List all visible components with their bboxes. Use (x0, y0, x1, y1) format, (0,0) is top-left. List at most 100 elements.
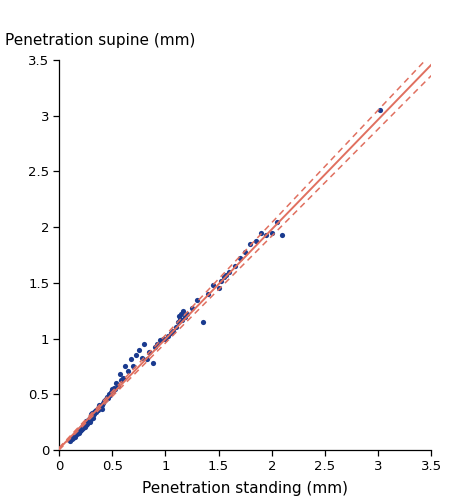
Point (124, 367, 132, 375)
Point (98, 405, 105, 413)
Point (114, 382, 121, 390)
Point (164, 332, 171, 340)
Point (377, 106, 384, 114)
Point (143, 354, 151, 362)
Point (121, 362, 128, 370)
Point (112, 384, 119, 392)
Point (82, 417, 89, 425)
Point (160, 334, 167, 342)
Point (87, 412, 94, 420)
Point (84, 418, 91, 426)
Point (177, 314, 184, 322)
Point (231, 262, 238, 270)
Point (105, 390, 113, 398)
X-axis label: Penetration standing (mm): Penetration standing (mm) (142, 481, 348, 496)
Point (69, 434, 76, 442)
Point (263, 231, 270, 239)
Point (82, 420, 89, 428)
Point (102, 394, 109, 402)
Point (169, 327, 177, 335)
Point (87, 415, 94, 423)
Point (178, 310, 185, 318)
Point (188, 304, 196, 312)
Point (87, 410, 94, 418)
Point (84, 416, 91, 424)
Point (74, 428, 81, 436)
Point (101, 396, 109, 404)
Point (247, 240, 254, 248)
Point (81, 420, 88, 428)
Point (77, 425, 84, 433)
Point (89, 414, 97, 422)
Point (153, 340, 161, 348)
Point (95, 406, 102, 414)
Point (194, 296, 201, 304)
Text: Penetration supine (mm): Penetration supine (mm) (5, 32, 195, 48)
Point (94, 406, 101, 414)
Point (86, 418, 94, 426)
Point (138, 354, 146, 362)
Point (109, 384, 116, 392)
Point (89, 412, 96, 420)
Point (130, 362, 137, 370)
Point (174, 318, 182, 326)
Point (236, 254, 243, 262)
Point (97, 402, 104, 410)
Point (76, 430, 83, 438)
Point (108, 388, 115, 396)
Point (113, 379, 120, 387)
Point (119, 374, 127, 382)
Point (128, 354, 135, 362)
Point (85, 415, 93, 423)
Point (252, 236, 259, 244)
Point (103, 392, 110, 400)
Point (78, 424, 85, 432)
Point (70, 432, 78, 440)
Point (89, 412, 97, 420)
Point (257, 228, 265, 236)
Point (96, 404, 103, 411)
Point (74, 430, 81, 438)
Point (71, 432, 79, 440)
Point (86, 415, 94, 423)
Point (95, 404, 102, 411)
Point (89, 409, 96, 417)
Point (176, 312, 183, 320)
Point (66, 437, 73, 445)
Point (140, 340, 148, 348)
Point (167, 329, 174, 337)
Point (117, 376, 124, 384)
Point (179, 316, 186, 324)
Point (215, 284, 222, 292)
Point (71, 430, 79, 438)
Point (151, 344, 158, 351)
Point (132, 352, 139, 360)
Point (74, 428, 82, 436)
Point (268, 228, 276, 236)
Point (222, 271, 230, 279)
Point (93, 408, 100, 416)
Point (80, 424, 87, 432)
Point (90, 410, 98, 418)
Point (78, 426, 85, 434)
Point (210, 281, 217, 289)
Point (104, 394, 112, 402)
Point (80, 422, 87, 430)
Point (135, 346, 143, 354)
Point (72, 430, 79, 438)
Point (93, 406, 100, 414)
Point (242, 248, 249, 256)
Point (96, 402, 103, 409)
Point (79, 422, 86, 430)
Point (162, 334, 169, 342)
Point (99, 399, 106, 407)
Point (220, 274, 227, 281)
Point (92, 407, 99, 415)
Point (273, 218, 281, 226)
Point (116, 370, 123, 378)
Point (217, 276, 224, 284)
Point (199, 318, 206, 326)
Point (83, 418, 90, 426)
Point (81, 422, 88, 430)
Point (173, 324, 180, 332)
